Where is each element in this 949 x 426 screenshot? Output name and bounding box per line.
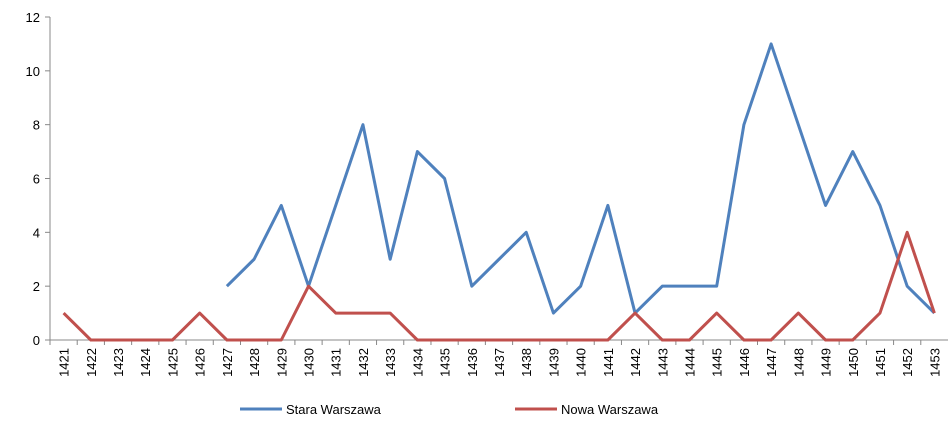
y-tick-label: 8: [33, 118, 40, 133]
y-tick-label: 10: [26, 64, 40, 79]
x-tick-label: 1427: [220, 348, 235, 377]
x-tick-label: 1438: [519, 348, 534, 377]
x-tick-label: 1428: [247, 348, 262, 377]
x-tick-label: 1450: [846, 348, 861, 377]
x-tick-label: 1440: [574, 348, 589, 377]
x-tick-label: 1423: [111, 348, 126, 377]
x-tick-label: 1453: [927, 348, 942, 377]
x-tick-label: 1431: [329, 348, 344, 377]
x-tick-label: 1452: [900, 348, 915, 377]
x-tick-label: 1444: [682, 348, 697, 377]
legend-label: Stara Warszawa: [286, 402, 382, 417]
series-line: [62, 230, 936, 342]
legend-label: Nowa Warszawa: [561, 402, 659, 417]
x-tick-label: 1426: [193, 348, 208, 377]
x-tick-label: 1449: [819, 348, 834, 377]
x-tick-label: 1435: [438, 348, 453, 377]
y-tick-label: 4: [33, 225, 40, 240]
x-tick-label: 1442: [628, 348, 643, 377]
x-tick-label: 1425: [165, 348, 180, 377]
x-tick-label: 1421: [57, 348, 72, 377]
x-tick-label: 1434: [410, 348, 425, 377]
x-tick-label: 1447: [764, 348, 779, 377]
x-tick-label: 1446: [737, 348, 752, 377]
x-tick-label: 1437: [492, 348, 507, 377]
y-tick-label: 0: [33, 333, 40, 348]
x-tick-label: 1436: [465, 348, 480, 377]
x-tick-label: 1422: [84, 348, 99, 377]
x-tick-label: 1432: [356, 348, 371, 377]
x-tick-label: 1443: [655, 348, 670, 377]
y-tick-label: 6: [33, 172, 40, 187]
y-tick-label: 12: [26, 10, 40, 25]
series-line: [225, 42, 936, 315]
x-tick-label: 1441: [601, 348, 616, 377]
x-tick-label: 1445: [710, 348, 725, 377]
y-tick-label: 2: [33, 279, 40, 294]
x-tick-label: 1430: [302, 348, 317, 377]
x-tick-label: 1424: [138, 348, 153, 377]
x-tick-label: 1451: [873, 348, 888, 377]
x-tick-label: 1433: [383, 348, 398, 377]
x-tick-label: 1429: [274, 348, 289, 377]
x-tick-label: 1439: [546, 348, 561, 377]
x-tick-label: 1448: [791, 348, 806, 377]
